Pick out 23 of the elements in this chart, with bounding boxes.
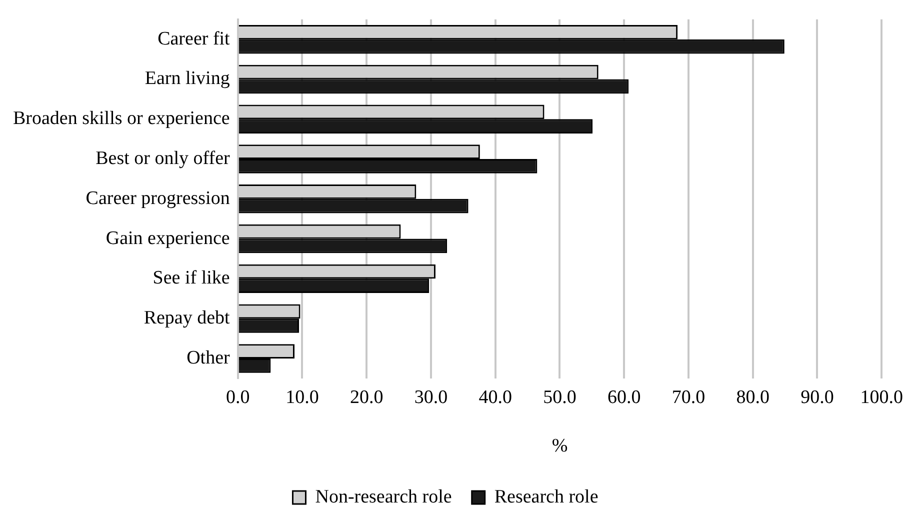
x-axis-title: % <box>552 436 568 457</box>
x-tick-label: 90.0 <box>800 386 834 408</box>
y-tick-label: Gain experience <box>106 228 230 249</box>
y-tick-label: Other <box>186 347 231 368</box>
y-tick-label: Broaden skills or experience <box>12 108 230 130</box>
legend-label: Non-research role <box>315 486 452 508</box>
legend-label: Research role <box>494 486 598 508</box>
x-tick-label: 100.0 <box>860 386 903 408</box>
y-tick-label: Best or only offer <box>96 148 230 169</box>
x-tick-label: 10.0 <box>286 386 319 408</box>
x-tick-label: 30.0 <box>414 386 448 408</box>
y-tick-label: Earn living <box>144 68 230 90</box>
x-tick-label: 60.0 <box>607 386 641 408</box>
x-tick-label: 80.0 <box>736 386 770 408</box>
y-tick-label: Career fit <box>158 28 231 50</box>
x-tick-label: 50.0 <box>543 386 576 408</box>
y-tick-label: Repay debt <box>144 308 231 329</box>
y-tick-label: See if like <box>152 268 230 289</box>
x-tick-label: 0.0 <box>226 386 250 408</box>
x-tick-label: 20.0 <box>350 386 384 408</box>
x-tick-label: 40.0 <box>478 386 512 408</box>
y-tick-label: Career progression <box>86 188 230 209</box>
x-tick-label: 70.0 <box>672 386 706 408</box>
